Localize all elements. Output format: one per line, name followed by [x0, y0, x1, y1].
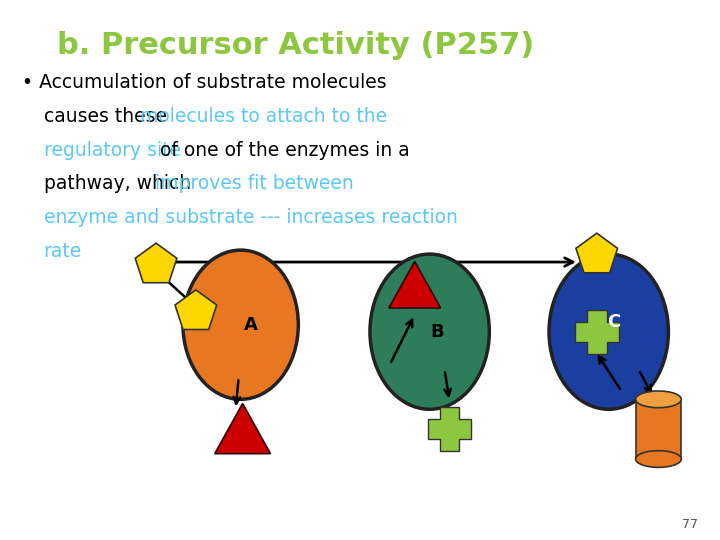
- Polygon shape: [135, 243, 177, 283]
- Text: of one of the enzymes in a: of one of the enzymes in a: [154, 140, 410, 160]
- Ellipse shape: [549, 254, 668, 409]
- Text: causes these: causes these: [44, 107, 173, 126]
- Polygon shape: [576, 233, 618, 273]
- Text: 77: 77: [683, 518, 698, 531]
- Text: enzyme and substrate --- increases reaction: enzyme and substrate --- increases react…: [44, 208, 457, 227]
- Ellipse shape: [636, 391, 681, 408]
- Text: B: B: [431, 323, 444, 341]
- Text: molecules to attach to the: molecules to attach to the: [140, 107, 387, 126]
- Text: • Accumulation of substrate molecules: • Accumulation of substrate molecules: [22, 73, 387, 92]
- Polygon shape: [175, 290, 217, 329]
- FancyBboxPatch shape: [636, 400, 681, 459]
- Ellipse shape: [183, 250, 298, 400]
- Polygon shape: [215, 403, 271, 454]
- Text: C: C: [607, 313, 621, 330]
- Polygon shape: [389, 261, 441, 308]
- Polygon shape: [428, 407, 472, 451]
- Ellipse shape: [636, 451, 681, 468]
- Text: regulatory site: regulatory site: [44, 140, 181, 160]
- Text: A: A: [243, 316, 258, 334]
- Polygon shape: [575, 310, 618, 354]
- Text: improves fit between: improves fit between: [155, 174, 354, 193]
- Ellipse shape: [370, 254, 490, 409]
- Text: pathway, which: pathway, which: [44, 174, 197, 193]
- Text: b. Precursor Activity (P257): b. Precursor Activity (P257): [57, 31, 534, 60]
- Text: rate: rate: [44, 242, 82, 261]
